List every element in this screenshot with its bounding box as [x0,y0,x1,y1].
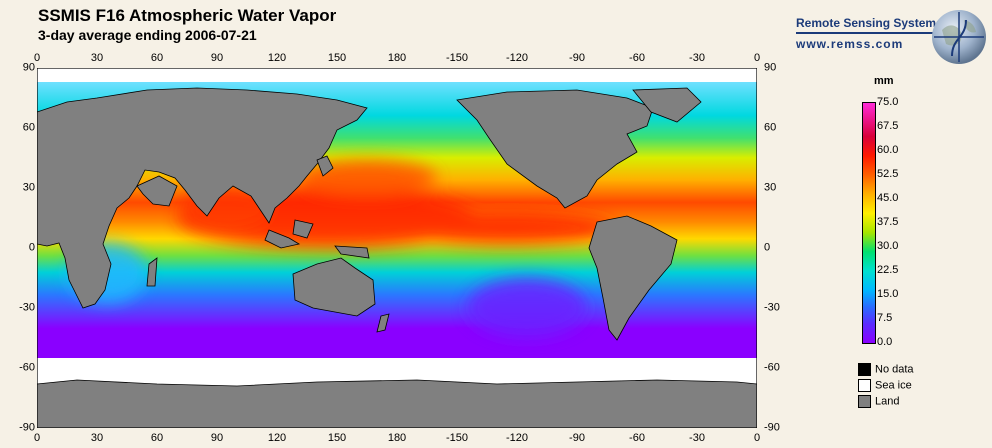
lon-tick-top: -150 [445,52,469,64]
lon-tick-top: -30 [689,52,705,64]
lat-tick-right: 0 [764,241,771,254]
lon-tick-bottom: -60 [629,432,645,444]
lat-tick-left: -60 [19,361,35,374]
lat-tick-left: -90 [19,421,35,434]
lon-tick-bottom: -90 [569,432,585,444]
colorbar-label: 15.0 [877,288,899,300]
lat-tick-right: 60 [764,121,777,134]
map-subtitle: 3-day average ending 2006-07-21 [38,27,257,43]
legend-swatch [858,395,871,408]
legend-item-land: Land [858,395,899,408]
globe-sine-icon [932,10,986,64]
colorbar-label: 37.5 [877,216,899,228]
colorbar-label: 30.0 [877,240,899,252]
colorbar [862,102,876,344]
lon-tick-bottom: 30 [90,432,104,444]
brand-url[interactable]: www.remss.com [796,37,904,51]
colorbar-label: 75.0 [877,96,899,108]
legend-swatch [858,379,871,392]
colorbar-label: 22.5 [877,264,899,276]
colorbar-label: 45.0 [877,192,899,204]
lon-tick-top: 180 [387,52,407,64]
lon-tick-bottom: 180 [387,432,407,444]
legend-label: Land [875,395,900,408]
brand-name: Remote Sensing Systems [796,16,943,30]
legend-label: No data [875,363,914,376]
lat-tick-left: -30 [19,301,35,314]
lon-tick-top: 150 [327,52,347,64]
lon-tick-top: 0 [33,52,41,64]
legend-item-no-data: No data [858,363,914,376]
lon-tick-bottom: 0 [753,432,761,444]
lat-tick-right: 30 [764,181,777,194]
lon-tick-bottom: 90 [210,432,224,444]
colorbar-unit: mm [874,75,894,87]
lon-tick-bottom: -30 [689,432,705,444]
lon-tick-top: -90 [569,52,585,64]
lat-tick-left: 0 [28,241,35,254]
brand-divider [796,32,946,34]
lon-tick-top: 30 [90,52,104,64]
map-title: SSMIS F16 Atmospheric Water Vapor [38,6,337,25]
lon-tick-bottom: -120 [505,432,529,444]
lon-tick-top: 60 [150,52,164,64]
lat-tick-left: 30 [22,181,35,194]
colorbar-label: 60.0 [877,144,899,156]
colorbar-label: 67.5 [877,120,899,132]
lon-tick-bottom: -150 [445,432,469,444]
water-vapor-map [37,68,757,428]
lon-tick-top: 120 [267,52,287,64]
lat-tick-right: 90 [764,61,777,74]
lon-tick-top: -120 [505,52,529,64]
lat-tick-right: -60 [764,361,780,374]
legend-label: Sea ice [875,379,912,392]
lat-tick-left: 60 [22,121,35,134]
lat-tick-right: -30 [764,301,780,314]
brand-block[interactable]: Remote Sensing Systems www.remss.com [796,16,946,51]
colorbar-label: 52.5 [877,168,899,180]
lat-tick-left: 90 [22,61,35,74]
lon-tick-bottom: 0 [33,432,41,444]
lat-tick-right: -90 [764,421,780,434]
legend-item-sea-ice: Sea ice [858,379,912,392]
lon-tick-top: 90 [210,52,224,64]
legend-swatch [858,363,871,376]
lon-tick-bottom: 120 [267,432,287,444]
lon-tick-bottom: 60 [150,432,164,444]
colorbar-label: 0.0 [877,336,893,348]
lon-tick-bottom: 150 [327,432,347,444]
lon-tick-top: -60 [629,52,645,64]
colorbar-label: 7.5 [877,312,893,324]
lon-tick-top: 0 [753,52,761,64]
